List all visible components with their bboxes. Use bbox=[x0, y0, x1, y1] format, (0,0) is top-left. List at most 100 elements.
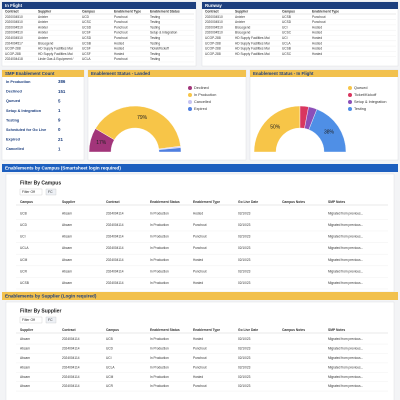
legend-label: Declined bbox=[194, 86, 209, 90]
filter-dropdown[interactable] bbox=[19, 316, 43, 324]
panel-header bbox=[88, 70, 246, 77]
cell: Punchout bbox=[114, 15, 128, 19]
column-header: Supplier bbox=[235, 9, 249, 13]
cell: BioLegend bbox=[235, 25, 250, 29]
cell: HD Supply Facilities Mai bbox=[235, 47, 270, 51]
filter-tag[interactable] bbox=[45, 316, 57, 324]
cell: UCSB bbox=[282, 15, 291, 19]
cell: In Production bbox=[150, 235, 169, 239]
cell: 2024004114 bbox=[62, 375, 80, 379]
cell: Hosted bbox=[312, 52, 322, 56]
cell: Punchout bbox=[193, 223, 207, 227]
cell: Hosted bbox=[312, 47, 322, 51]
cell: 2024004114 bbox=[106, 235, 124, 239]
cell: Punchout bbox=[312, 20, 326, 24]
cell: 2024004114 bbox=[106, 269, 124, 273]
count-label: Queued bbox=[6, 99, 21, 103]
section-header bbox=[2, 292, 398, 300]
cell: Hosted bbox=[312, 41, 322, 45]
count-label: Setup & Integration bbox=[6, 109, 42, 113]
count-label: In Production bbox=[6, 80, 31, 84]
column-header: Go Live Date bbox=[238, 328, 258, 332]
cell: Testing bbox=[150, 20, 160, 24]
cell: In Production bbox=[150, 211, 169, 215]
cell: 2024004114 bbox=[106, 223, 124, 227]
cell: In Production bbox=[150, 347, 169, 351]
filter-state: Filter Off bbox=[22, 190, 35, 194]
cell: UCOP-288 bbox=[205, 41, 221, 45]
cell: 02/10/23 bbox=[238, 235, 251, 239]
filter-state: Filter Off bbox=[22, 318, 35, 322]
cell: Migrated from previous... bbox=[328, 269, 363, 273]
count-value: 0 bbox=[58, 127, 61, 132]
cell: Hosted bbox=[312, 25, 322, 29]
cell: Migrated from previous... bbox=[328, 258, 363, 262]
cell: Migrated from previous... bbox=[328, 281, 363, 285]
cell: 02/10/23 bbox=[238, 365, 251, 369]
cell: UCSB bbox=[282, 47, 291, 51]
panel-header bbox=[2, 2, 196, 9]
column-header: Enablement Type bbox=[193, 200, 220, 204]
panel-header bbox=[250, 70, 398, 77]
filter-tag[interactable] bbox=[45, 188, 57, 196]
cell: UCSF bbox=[82, 31, 91, 35]
cell: Punchout bbox=[114, 31, 128, 35]
count-label: Declined bbox=[6, 90, 23, 94]
cell: Anixter bbox=[235, 15, 246, 19]
cell: Abcam bbox=[20, 337, 30, 341]
cell: 02/10/23 bbox=[238, 223, 251, 227]
column-header: Supplier bbox=[38, 9, 52, 13]
filter-tag-label: FC bbox=[48, 190, 53, 194]
cell: Testing bbox=[150, 36, 160, 40]
panel-header bbox=[202, 2, 398, 9]
cell: In Production bbox=[150, 258, 169, 262]
cell: In Production bbox=[150, 281, 169, 285]
cell: Punchout bbox=[114, 36, 128, 40]
cell: Anixter bbox=[235, 20, 246, 24]
cell: 02/10/23 bbox=[238, 258, 251, 262]
cell: Testing bbox=[150, 41, 160, 45]
panel bbox=[201, 1, 399, 67]
panel-header bbox=[2, 70, 84, 77]
cell: 02/10/23 bbox=[238, 375, 251, 379]
legend-swatch bbox=[188, 93, 192, 97]
column-header: Contract bbox=[106, 200, 120, 204]
column-header: Campus bbox=[82, 9, 95, 13]
cell: 02/10/23 bbox=[238, 347, 251, 351]
cell: UCLA bbox=[106, 365, 115, 369]
donut-segment bbox=[158, 147, 182, 153]
cell: 2020004510 bbox=[5, 25, 23, 29]
cell: 02/10/23 bbox=[238, 356, 251, 360]
column-header: Supplier bbox=[62, 200, 76, 204]
cell: 2020004510 bbox=[5, 15, 23, 19]
column-header: Campus Notes bbox=[282, 200, 305, 204]
cell: UCB bbox=[106, 337, 113, 341]
legend-swatch bbox=[188, 107, 192, 111]
cell: 2024004114 bbox=[106, 246, 124, 250]
cell: Migrated from previous... bbox=[328, 375, 363, 379]
legend-label: In Production bbox=[194, 93, 216, 97]
legend-label: Expired bbox=[194, 107, 207, 111]
cell: UCM bbox=[20, 258, 28, 262]
column-header: Enablement Type bbox=[312, 9, 339, 13]
legend-label: Testing bbox=[354, 107, 366, 111]
cell: UCSB bbox=[20, 281, 29, 285]
cell: Abcam bbox=[20, 384, 30, 388]
cell: Hosted bbox=[114, 41, 124, 45]
panel-title: Runway bbox=[205, 3, 222, 8]
cell: Hosted bbox=[193, 281, 203, 285]
count-value: 5 bbox=[58, 98, 61, 103]
column-header: SMP Notes bbox=[328, 200, 345, 204]
column-header: Enablement Status bbox=[150, 9, 180, 13]
filter-dropdown[interactable] bbox=[19, 188, 43, 196]
cell: Anixter bbox=[38, 20, 49, 24]
cell: Anixter bbox=[38, 25, 49, 29]
legend-swatch bbox=[348, 107, 352, 111]
cell: 2020004510 bbox=[5, 31, 23, 35]
column-header: Enablement Status bbox=[150, 328, 180, 332]
cell: UCSD bbox=[282, 20, 292, 24]
cell: Abcam bbox=[20, 356, 30, 360]
column-header: Enablement Type bbox=[193, 328, 220, 332]
cell: Abcam bbox=[20, 347, 30, 351]
section-header bbox=[2, 164, 398, 172]
